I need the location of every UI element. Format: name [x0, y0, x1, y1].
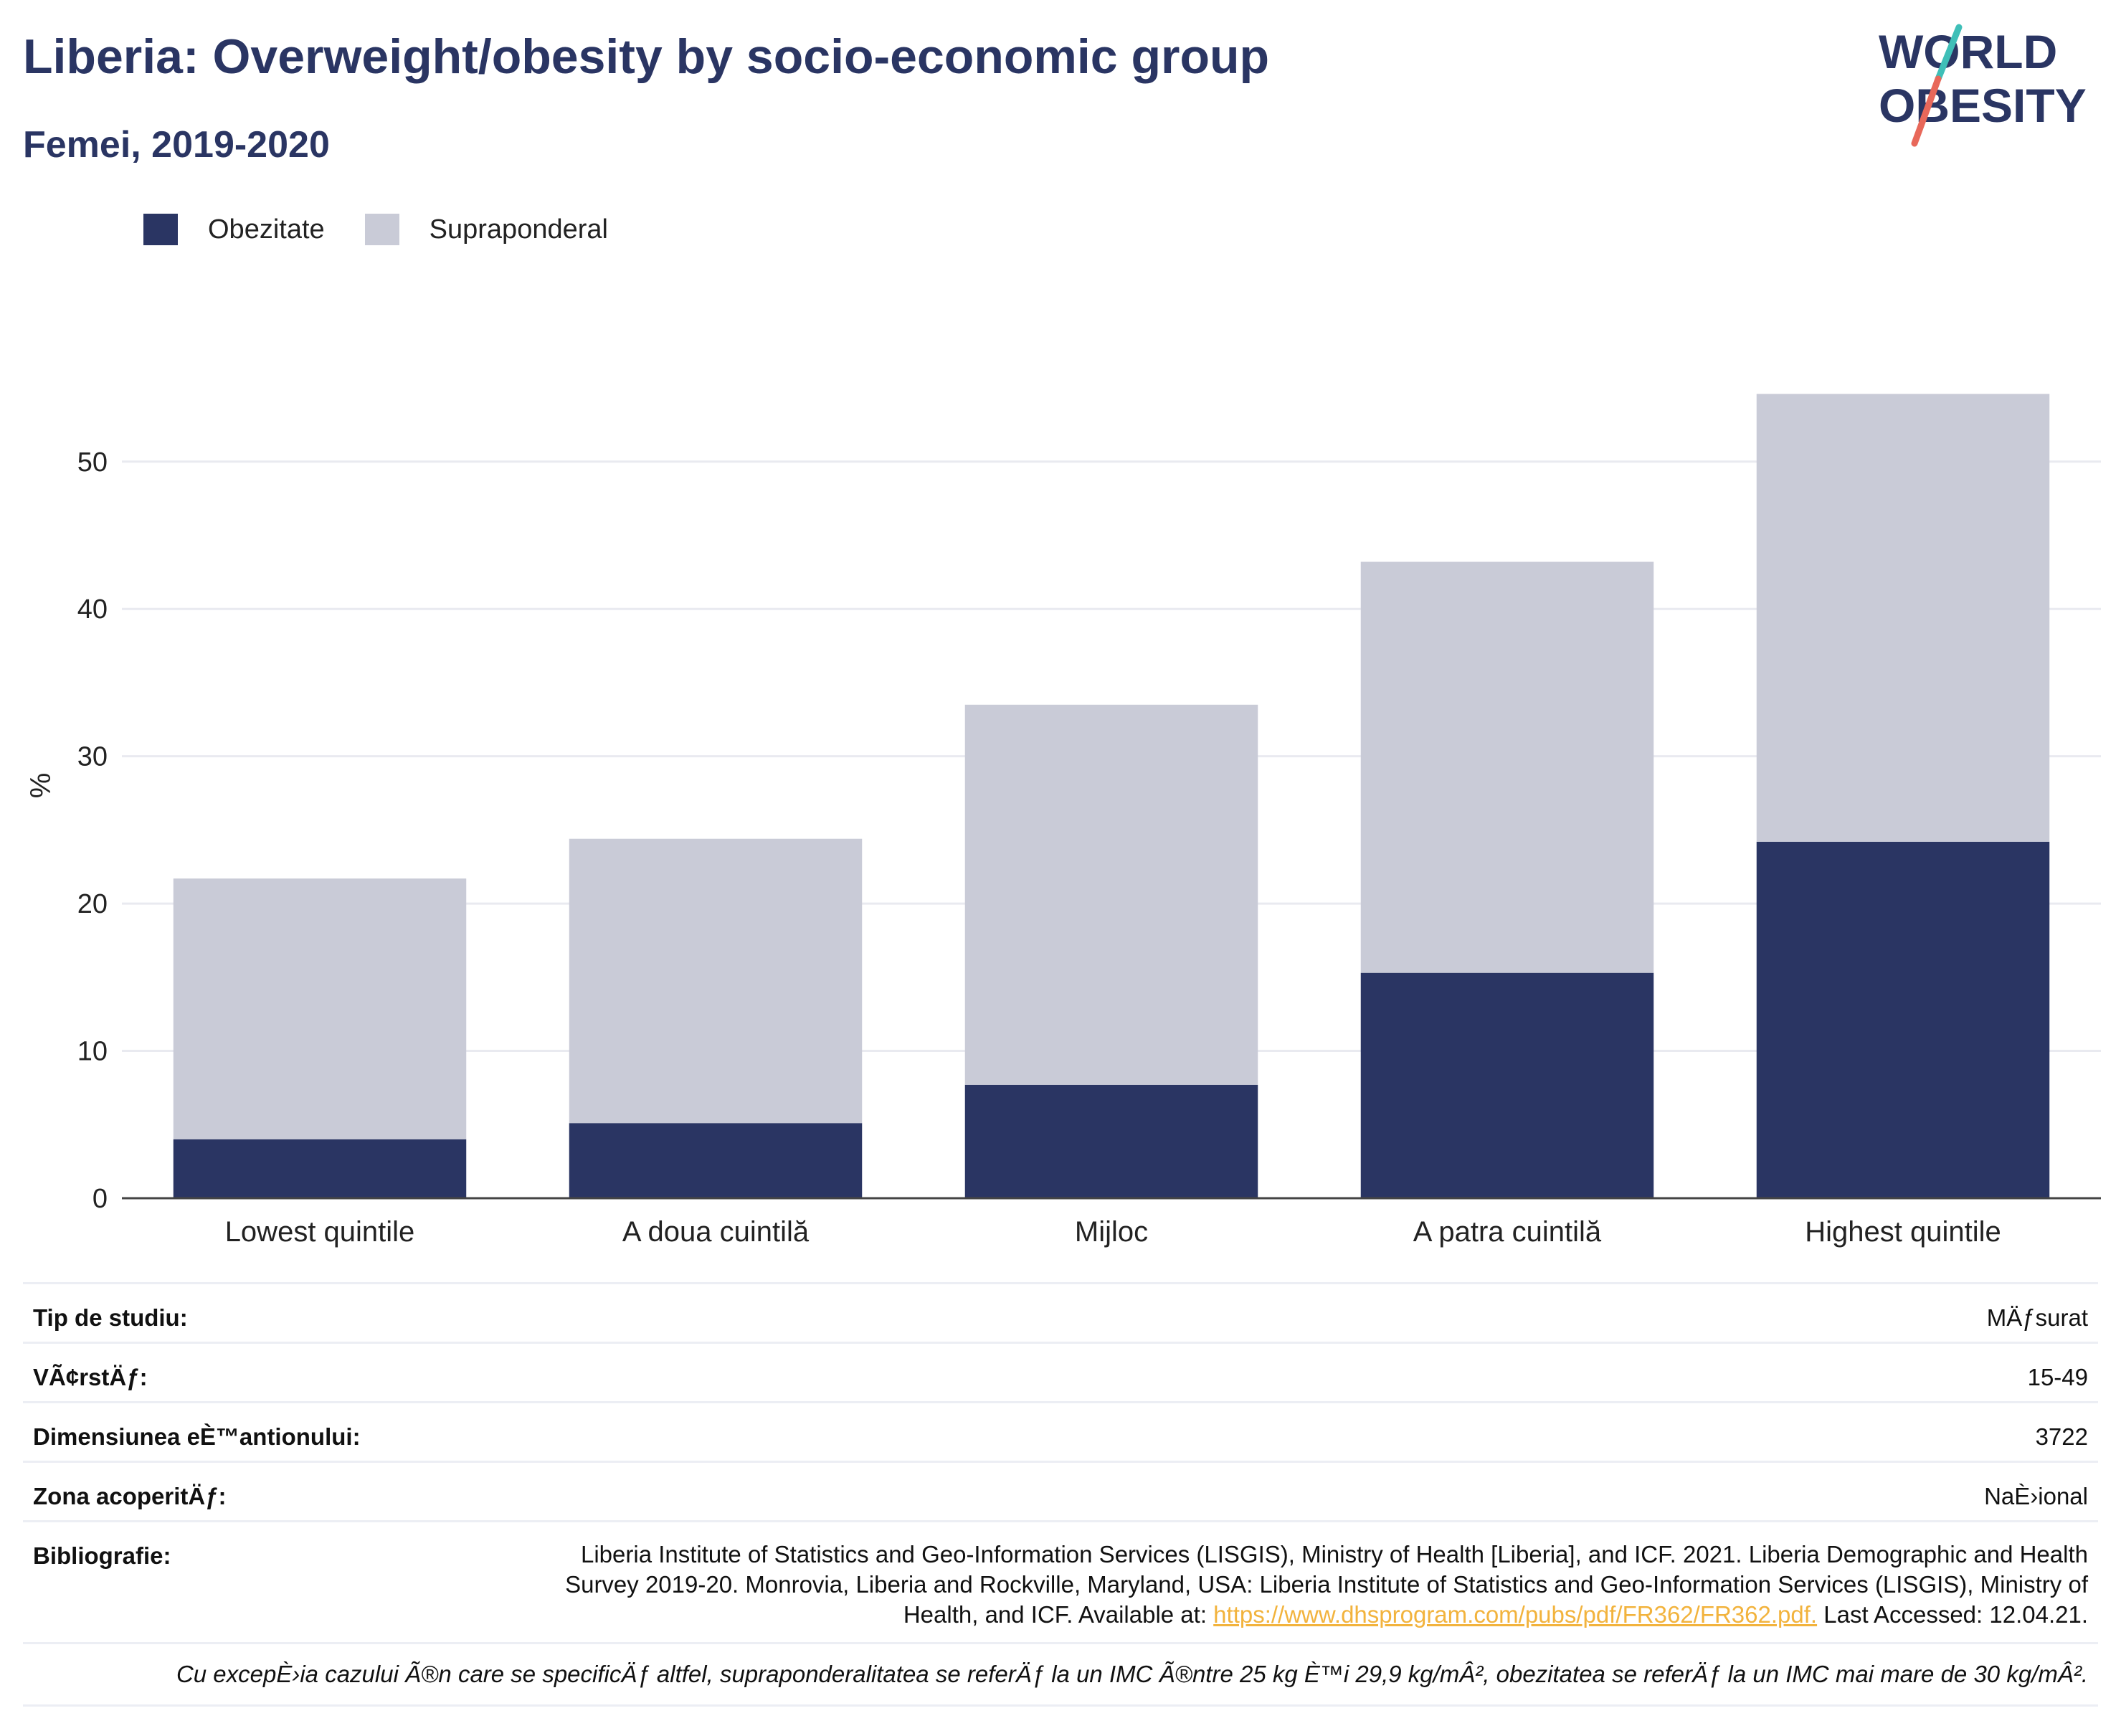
bibliography-text-start: Liberia Institute of Statistics and Geo-…	[565, 1541, 2088, 1628]
bibliography-text: Liberia Institute of Statistics and Geo-…	[554, 1540, 2088, 1630]
definition-footnote: Cu excepÈ›ia cazului Ã®n care se specifi…	[23, 1642, 2098, 1707]
y-tick-label: 30	[77, 742, 108, 772]
meta-value: MÄƒsurat	[1986, 1304, 2088, 1331]
bar-supraponderal-2	[569, 838, 863, 1124]
stacked-bar-chart: 0 10 20 30 40 50% Lowest quintile A doua cuinti…	[25, 394, 2101, 1248]
bar-obezitate-1	[173, 1139, 467, 1198]
logo-line1: WORLD	[1879, 25, 2057, 78]
meta-label: Bibliografie:	[33, 1542, 171, 1569]
x-tick-label: Lowest quintile	[225, 1216, 415, 1248]
legend-item-supraponderal[interactable]: Supraponderal	[364, 214, 608, 245]
bar-obezitate-4	[1360, 972, 1654, 1198]
y-tick-label: 0	[92, 1184, 108, 1214]
meta-row-sample-size: Dimensiunea eÈ™antionului: 3722	[23, 1401, 2098, 1461]
meta-value: NaÈ›ional	[1984, 1483, 2088, 1509]
x-tick-label: Mijloc	[1075, 1216, 1148, 1248]
chart-legend: Obezitate Supraponderal	[143, 214, 648, 245]
meta-row-bibliography: Bibliografie: Liberia Institute of Stati…	[23, 1520, 2098, 1643]
meta-row-study-type: Tip de studiu: MÄƒsurat	[23, 1282, 2098, 1342]
footnote-text: Cu excepÈ›ia cazului Ã®n care se specifi…	[176, 1661, 2088, 1687]
bar-obezitate-3	[964, 1084, 1258, 1198]
y-tick-label: 50	[77, 447, 108, 478]
bar-obezitate-5	[1756, 841, 2050, 1198]
y-tick-label: 40	[77, 594, 108, 625]
bar-supraponderal-5	[1756, 394, 2050, 842]
legend-swatch-supraponderal	[364, 214, 399, 245]
chart-subtitle: Femei, 2019-2020	[23, 124, 330, 166]
bibliography-text-end: Last Accessed: 12.04.21.	[1817, 1601, 2088, 1628]
logo-line2: OBESITY	[1879, 79, 2087, 132]
y-axis-label: %	[25, 773, 57, 799]
legend-label-obezitate: Obezitate	[208, 214, 325, 245]
chart-title: Liberia: Overweight/obesity by socio-eco…	[23, 29, 1270, 84]
meta-value: 15-49	[2027, 1364, 2088, 1390]
meta-label: Tip de studiu:	[33, 1304, 188, 1331]
x-tick-label: A patra cuintilă	[1413, 1216, 1602, 1248]
y-tick-label: 10	[77, 1037, 108, 1067]
world-obesity-logo: WORLD OBESITY	[1879, 24, 2087, 147]
meta-row-area-covered: Zona acoperitÄƒ: NaÈ›ional	[23, 1461, 2098, 1520]
meta-label: VÃ¢rstÄƒ:	[33, 1364, 148, 1390]
bar-obezitate-2	[569, 1123, 863, 1198]
legend-swatch-obezitate	[143, 214, 178, 245]
meta-label: Dimensiunea eÈ™antionului:	[33, 1423, 361, 1450]
bar-supraponderal-4	[1360, 561, 1654, 973]
bibliography-link[interactable]: https://www.dhsprogram.com/pubs/pdf/FR36…	[1213, 1601, 1818, 1628]
x-tick-label: A doua cuintilă	[622, 1216, 810, 1248]
meta-row-age: VÃ¢rstÄƒ: 15-49	[23, 1342, 2098, 1401]
y-tick-label: 20	[77, 889, 108, 919]
bar-supraponderal-3	[964, 704, 1258, 1085]
meta-label: Zona acoperitÄƒ:	[33, 1483, 227, 1509]
x-tick-label: Highest quintile	[1805, 1216, 2001, 1248]
bar-supraponderal-1	[173, 878, 467, 1139]
meta-value: 3722	[2035, 1423, 2088, 1450]
legend-item-obezitate[interactable]: Obezitate	[143, 214, 325, 245]
legend-label-supraponderal: Supraponderal	[429, 214, 608, 245]
study-details-table: Tip de studiu: MÄƒsurat VÃ¢rstÄƒ: 15-49 …	[23, 1282, 2098, 1643]
